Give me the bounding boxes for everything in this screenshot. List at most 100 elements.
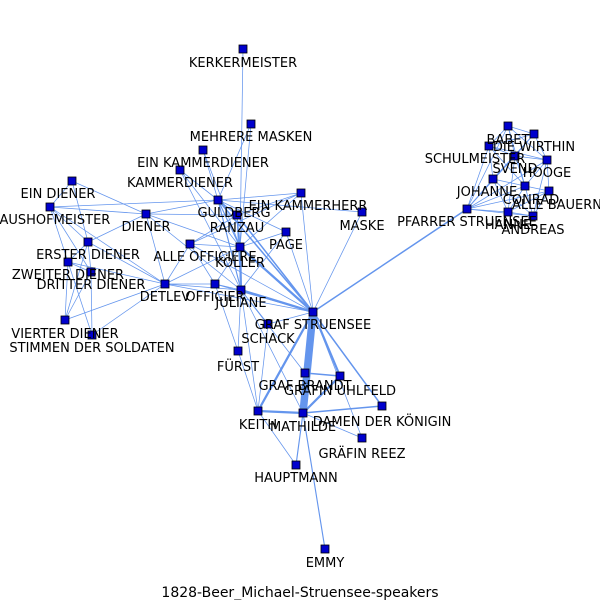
edge-alle-bauern-hanne	[507, 190, 550, 213]
node-babet	[503, 121, 513, 131]
node-furst	[233, 346, 243, 356]
node-layer	[45, 44, 554, 554]
edge-babet-hooge	[507, 125, 548, 161]
edge-layer	[49, 48, 550, 550]
node-guldberg	[213, 195, 223, 205]
node-label-ein-kammerdiener: EIN KAMMERDIENER	[137, 156, 269, 171]
edge-diener-koller	[145, 213, 241, 248]
node-graf-brandt	[300, 368, 310, 378]
edge-guldberg-ein-kammerherr	[217, 192, 302, 201]
node-alle-officiere	[185, 239, 195, 249]
node-stimmen-der-soldaten	[87, 330, 97, 340]
edge-haushofmeister-detlev	[49, 206, 166, 285]
edge-juliane-mathilde	[240, 289, 304, 414]
node-johanne	[488, 174, 498, 184]
node-label-hauptmann: HAUPTMANN	[254, 471, 338, 486]
node-label-erster-diener: ERSTER DIENER	[36, 248, 140, 263]
edge-graf-struensee-schack	[267, 311, 314, 325]
edge-erster-diener-vierter-diener	[64, 241, 89, 321]
node-label-damen-der-konigin: DAMEN DER KÖNIGIN	[313, 413, 452, 430]
node-dritter-diener	[86, 267, 96, 277]
edge-ranzau-diener	[145, 213, 238, 216]
node-label-dritter-diener: DRITTER DIENER	[37, 278, 146, 293]
edge-kammerdiener-juliane	[179, 169, 242, 291]
edge-schulmeister-conrad	[488, 145, 526, 187]
edge-graf-struensee-alle-officiere	[189, 243, 314, 313]
node-ein-diener	[67, 176, 77, 186]
edge-dritter-diener-stimmen-der-soldaten	[90, 271, 93, 336]
edge-johanne-conrad	[492, 178, 526, 187]
node-label-johanne: JOHANNE	[456, 185, 517, 200]
node-label-detlev: DETLEV	[140, 290, 191, 305]
node-label-page: PAGE	[269, 238, 303, 253]
edge-pfarrer-struensee-alle-bauern	[466, 190, 550, 210]
node-label-zweiter-diener: ZWEITER DIENER	[12, 268, 124, 283]
node-label-furst: FÜRST	[217, 358, 259, 375]
edge-keith-mathilde	[256, 409, 305, 415]
node-andreas	[528, 211, 538, 221]
node-emmy	[320, 544, 330, 554]
node-mathilde	[298, 408, 308, 418]
node-label-stimmen-der-soldaten: STIMMEN DER SOLDATEN	[9, 341, 174, 356]
edge-graf-struensee-pfarrer-struensee	[312, 208, 468, 313]
node-label-emmy: EMMY	[306, 556, 345, 571]
node-svend	[510, 151, 520, 161]
node-graf-struensee	[308, 307, 318, 317]
edge-hooge-andreas	[532, 159, 548, 217]
node-label-officier: OFFICIER	[185, 290, 244, 305]
edge-mathilde-hauptmann	[295, 412, 304, 466]
node-label-juliane: JULIANE	[214, 296, 266, 311]
node-alle-bauern	[544, 186, 554, 196]
edge-svend-hooge	[514, 155, 548, 161]
edge-johanne-andreas	[492, 178, 534, 217]
edge-mathilde-grafin-reez	[302, 412, 363, 439]
node-label-hanne: HANNE	[485, 218, 531, 233]
node-label-diener: DIENER	[121, 220, 170, 235]
edge-diener-haushofmeister	[49, 206, 147, 215]
edge-schack-keith	[257, 323, 269, 412]
edge-guldberg-mehrere-masken	[217, 123, 252, 201]
edge-pfarrer-struensee-babet	[466, 125, 509, 210]
edge-keith-hauptmann	[257, 410, 297, 466]
graph-caption: 1828-Beer_Michael-Struensee-speakers	[161, 585, 438, 600]
node-kammerdiener	[175, 165, 185, 175]
edge-koller-officier	[214, 246, 241, 285]
node-label-vierter-diener: VIERTER DIENER	[11, 327, 118, 342]
node-label-babet: BABET	[487, 133, 530, 148]
edge-svend-conrad	[514, 155, 526, 187]
node-label-mathilde: MATHILDE	[270, 420, 336, 435]
node-label-guldberg: GULDBERG	[197, 206, 270, 221]
node-schack	[263, 319, 273, 329]
node-officier	[210, 279, 220, 289]
node-label-grafin-reez: GRÄFIN REEZ	[318, 446, 405, 462]
edge-guldberg-kammerdiener	[179, 169, 219, 201]
edge-schulmeister-johanne	[488, 145, 494, 180]
node-label-schack: SCHACK	[241, 332, 295, 347]
edge-mathilde-emmy	[302, 412, 326, 550]
edge-pfarrer-struensee-conrad	[466, 185, 526, 210]
edge-zweiter-diener-vierter-diener	[64, 261, 69, 321]
node-label-ein-diener: EIN DIENER	[21, 187, 96, 202]
edge-kammerdiener-koller	[179, 169, 241, 248]
node-hooge	[542, 155, 552, 165]
node-kerkermeister	[238, 44, 248, 54]
edge-graf-brandt-mathilde	[301, 371, 307, 415]
edge-guldberg-maske	[217, 199, 363, 213]
node-label-hooge: HOOGE	[523, 166, 572, 181]
node-page	[281, 227, 291, 237]
edge-juliane-detlev	[164, 283, 242, 291]
edge-graf-struensee-officier	[214, 283, 314, 313]
edge-graf-struensee-keith	[256, 310, 315, 413]
edge-pfarrer-struensee-schulmeister	[466, 145, 490, 210]
node-label-schulmeister: SCHULMEISTER	[425, 152, 526, 167]
edge-graf-struensee-ein-kammerherr	[300, 192, 314, 313]
edge-mehrere-masken-koller	[239, 123, 252, 248]
node-label-keith: KEITH	[239, 418, 277, 433]
node-label-ranzau: RANZAU	[210, 221, 264, 236]
edge-guldberg-diener	[145, 199, 219, 215]
edge-detlev-alle-officiere	[164, 243, 191, 285]
edge-graf-struensee-maske	[312, 211, 363, 313]
edge-zweiter-diener-stimmen-der-soldaten	[67, 261, 93, 336]
node-label-haushofmeister: HAUSHOFMEISTER	[0, 213, 110, 228]
edge-alle-officiere-officier	[189, 243, 216, 285]
